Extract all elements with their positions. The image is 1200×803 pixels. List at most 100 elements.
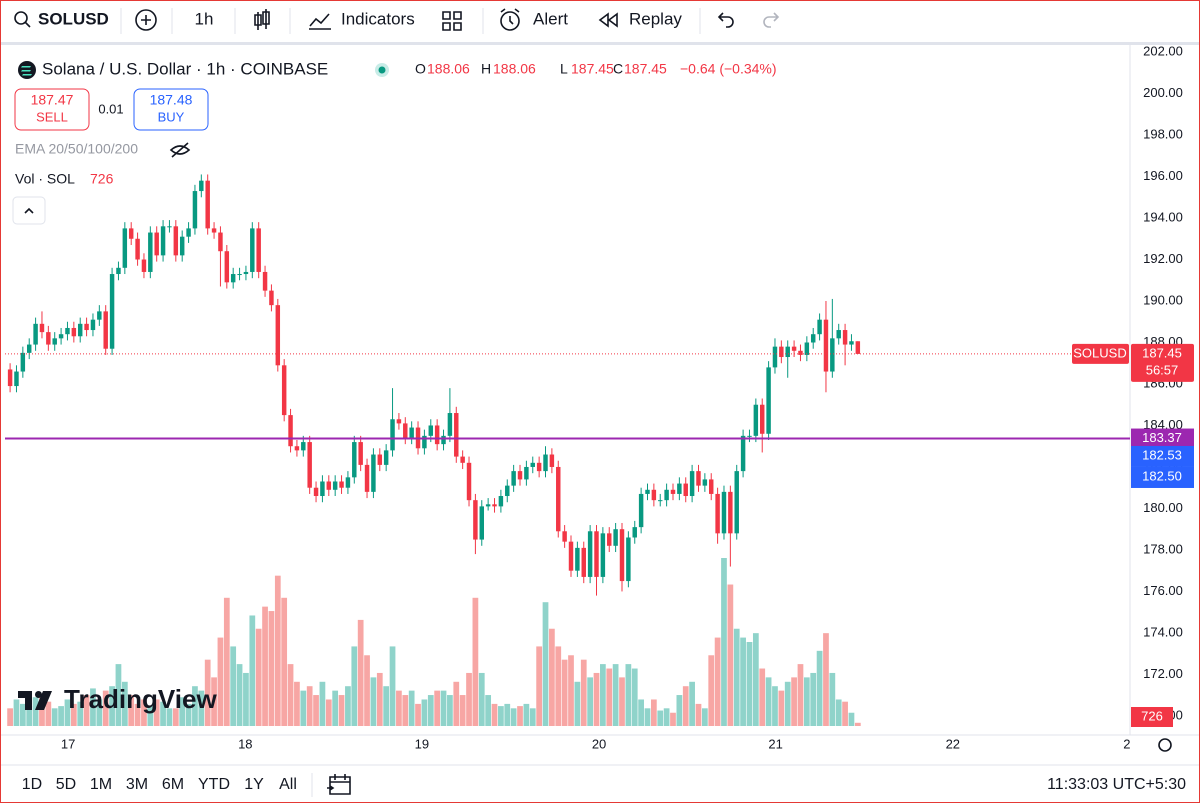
volume-bar <box>612 664 619 726</box>
volume-bar <box>478 672 485 726</box>
candle-body <box>670 489 676 494</box>
range-button[interactable]: 1D <box>22 776 42 793</box>
collapse-button[interactable] <box>12 196 46 225</box>
volume-bar <box>306 686 313 726</box>
candle-body <box>26 344 32 353</box>
volume-bar <box>727 584 734 726</box>
candle-body <box>556 466 561 532</box>
volume-bar <box>262 606 268 726</box>
candle-body <box>543 454 548 472</box>
range-button[interactable]: 5D <box>56 776 76 793</box>
alert-button[interactable]: Alert <box>533 9 568 28</box>
candle-body <box>817 319 822 335</box>
candle-body <box>677 483 682 494</box>
candle-body <box>84 323 89 331</box>
volume-bar <box>141 699 147 726</box>
compare-button[interactable] <box>135 9 157 31</box>
volume-bar <box>854 722 861 726</box>
candle-body <box>313 487 319 497</box>
chart-type-button[interactable] <box>254 9 270 30</box>
y-tick-label: 202.00 <box>1143 43 1183 58</box>
volume-bar <box>370 677 377 726</box>
ohlc-value: 187.45 <box>624 61 667 77</box>
volume-bar <box>396 690 402 726</box>
candle-body <box>772 346 778 368</box>
y-tick-label: 198.00 <box>1143 126 1183 141</box>
candle-body <box>128 228 134 239</box>
volume-bar <box>223 597 230 726</box>
candle-body <box>524 466 529 480</box>
volume-bar <box>650 699 657 726</box>
candle-body <box>90 319 96 331</box>
candle-body <box>358 442 363 465</box>
volume-bar <box>427 695 434 726</box>
candle-body <box>721 491 727 534</box>
layouts-button[interactable] <box>442 11 462 31</box>
volume-bar <box>472 597 479 726</box>
y-tick-label: 192.00 <box>1143 251 1183 266</box>
volume-bar <box>109 686 115 726</box>
candle-body <box>173 226 179 256</box>
volume-bar <box>166 708 173 726</box>
settings-button[interactable] <box>1158 738 1172 752</box>
volume-bar <box>810 672 817 726</box>
range-button[interactable]: 3M <box>126 776 148 793</box>
candle-body <box>109 274 115 349</box>
candle-body <box>262 271 268 291</box>
range-button[interactable]: All <box>279 776 297 793</box>
volume-bar <box>96 699 103 726</box>
volume-bar <box>255 628 262 726</box>
candle-body <box>581 547 586 577</box>
candle-body <box>536 462 542 472</box>
goto-date-button[interactable] <box>327 774 351 795</box>
candle-body <box>434 425 440 445</box>
candle-body <box>632 527 637 538</box>
volume-bar <box>701 708 708 726</box>
candle-body <box>218 232 223 252</box>
volume-bar <box>281 597 288 726</box>
volume-bar <box>676 695 683 726</box>
redo-button[interactable] <box>763 12 780 28</box>
watermark-logo <box>35 691 42 698</box>
volume-bar <box>51 708 58 726</box>
candle-body <box>192 191 198 229</box>
ohlc-key: H <box>481 61 491 77</box>
indicators-button[interactable]: Indicators <box>341 9 415 28</box>
candle-body <box>830 338 835 372</box>
countdown: 56:57 <box>1146 362 1179 377</box>
candle-body <box>65 327 70 335</box>
candle-body <box>154 232 159 256</box>
hidden-icon[interactable] <box>169 142 191 158</box>
volume-bar <box>332 690 339 726</box>
volume-bar <box>338 695 345 726</box>
replay-button[interactable]: Replay <box>629 9 682 28</box>
candle-body <box>179 236 185 256</box>
volume-bar <box>236 664 243 726</box>
candle-body <box>339 481 344 488</box>
range-button[interactable]: 6M <box>162 776 184 793</box>
candle-body <box>492 504 497 507</box>
candle-body <box>14 371 19 387</box>
volume-bar <box>797 664 804 726</box>
candle-body <box>549 454 555 467</box>
volume-bar <box>447 695 453 726</box>
candle-body <box>759 404 765 434</box>
x-tick-label: 2 <box>1123 736 1130 751</box>
candle-body <box>517 471 523 480</box>
candle-body <box>473 500 478 540</box>
volume-bar <box>714 637 721 726</box>
candle-body <box>58 334 64 339</box>
undo-button[interactable] <box>717 12 734 28</box>
candle-body <box>613 529 618 546</box>
buy-button[interactable] <box>133 88 209 131</box>
symbol-search[interactable]: SOLUSD <box>38 9 109 28</box>
range-button[interactable]: 1Y <box>244 776 264 793</box>
sell-button[interactable] <box>14 88 90 131</box>
range-button[interactable]: 1M <box>90 776 112 793</box>
range-button[interactable]: YTD <box>198 776 230 793</box>
volume-bar <box>351 646 358 726</box>
candle-body <box>7 369 13 387</box>
volume-bar <box>459 695 466 726</box>
interval-button[interactable]: 1h <box>195 9 214 28</box>
